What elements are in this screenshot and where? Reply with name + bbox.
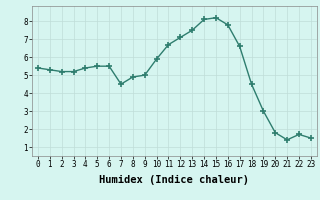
X-axis label: Humidex (Indice chaleur): Humidex (Indice chaleur) — [100, 175, 249, 185]
